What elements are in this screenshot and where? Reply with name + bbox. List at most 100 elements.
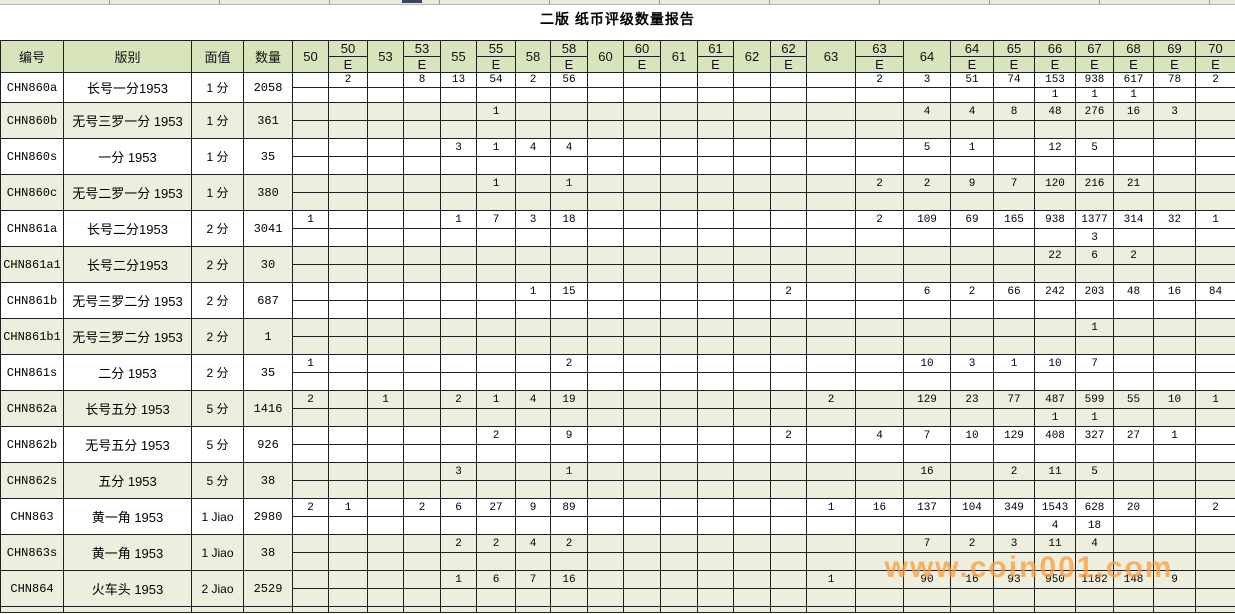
grade-subcell [550, 120, 588, 139]
grade-cell: 15 [550, 282, 588, 301]
code-cell: CHN860b [0, 102, 64, 139]
grade-subcell [993, 264, 1035, 283]
grade-cell: 78 [1153, 72, 1196, 88]
grade-subcell [903, 552, 951, 571]
grade-subcell [1195, 192, 1235, 211]
grade-cell [733, 426, 771, 445]
grade-cell: 16 [950, 570, 994, 589]
grade-cell [403, 570, 441, 589]
grade-cell: 2 [855, 72, 904, 88]
table-subrow-CHN860s [1, 156, 1235, 175]
qty-cell: 35 [243, 354, 293, 391]
grade-subcell [1034, 264, 1076, 283]
grade-cell: 148 [1113, 570, 1154, 589]
grade-cell: 18 [550, 210, 588, 229]
grade-subcell [697, 372, 734, 391]
grade-subcell [440, 87, 477, 103]
qty-cell: 2058 [243, 72, 293, 103]
grade-cell: 2 [440, 390, 477, 409]
grade-subcell [1034, 156, 1076, 175]
grade-subcell [697, 228, 734, 247]
grade-subcell [550, 444, 588, 463]
grade-cell: 5 [1075, 138, 1114, 157]
grade-cell [403, 174, 441, 193]
grade-subcell [623, 588, 661, 607]
grade-subcell [950, 444, 994, 463]
table-subrow-CHN863s [1, 552, 1235, 571]
grade-cell: 10 [1034, 354, 1076, 373]
cutoff-cell [587, 606, 624, 613]
grade-subcell [1075, 480, 1114, 499]
grade-subcell [855, 408, 904, 427]
table-subrow-CHN862b [1, 444, 1235, 463]
grade-cell [1195, 318, 1235, 337]
grade-cell [587, 462, 624, 481]
grade-subcell [550, 228, 588, 247]
grade-subcell [660, 87, 698, 103]
grade-cell [733, 72, 771, 88]
grade-cell: 349 [993, 498, 1035, 517]
grade-cell [1195, 246, 1235, 265]
table-row-CHN860a: CHN860a 长号一分1953 1 分 2058 2 8 13 54 2 56 2 3 51 74 153… [0, 72, 1235, 103]
grade-subcell [292, 516, 329, 535]
grade-subcell [1195, 444, 1235, 463]
grade-subcell: 1 [1034, 408, 1076, 427]
grade-subcell [697, 192, 734, 211]
grade-cell: 408 [1034, 426, 1076, 445]
grade-subcell [1075, 444, 1114, 463]
grade-cell [770, 246, 807, 265]
grade-subcell [1195, 588, 1235, 607]
grade-subcell [806, 588, 856, 607]
variety-cell: 无号二罗一分 1953 [63, 174, 192, 211]
grade-cell [623, 390, 661, 409]
grade-subcell [806, 336, 856, 355]
grade-cell [367, 102, 404, 121]
grade-subcell [476, 372, 516, 391]
grade-header-61: 61 [660, 40, 698, 73]
grade-subcell [855, 156, 904, 175]
grade-subcell [855, 120, 904, 139]
grade-subcell [697, 336, 734, 355]
grade-subcell [476, 444, 516, 463]
grade-subcell [903, 87, 951, 103]
grade-subcell [770, 588, 807, 607]
grade-cell: 9 [515, 498, 551, 517]
grade-subcell [440, 300, 477, 319]
table-subrow-CHN864 [1, 588, 1235, 607]
grade-cell [770, 318, 807, 337]
grade-cell: 1 [550, 174, 588, 193]
grade-cell [292, 426, 329, 445]
grade-cell: 3 [515, 210, 551, 229]
grade-cell [660, 390, 698, 409]
grade-cell: 22 [1034, 246, 1076, 265]
grade-cell: 7 [903, 534, 951, 553]
grade-cell [950, 246, 994, 265]
grade-subcell [903, 228, 951, 247]
grade-cell [367, 570, 404, 589]
grade-cell [697, 102, 734, 121]
cutoff-cell [440, 606, 477, 613]
grade-subcell [733, 516, 771, 535]
grade-subcell [367, 120, 404, 139]
grade-subcell [328, 516, 368, 535]
grade-subcell [623, 480, 661, 499]
grade-cell [993, 246, 1035, 265]
grade-subcell [623, 516, 661, 535]
variety-cell: 无号三罗一分 1953 [63, 102, 192, 139]
grade-subcell [328, 588, 368, 607]
grade-cell: 1 [1153, 426, 1196, 445]
grade-cell: 9 [550, 426, 588, 445]
grade-subcell [440, 228, 477, 247]
grade-subcell [660, 264, 698, 283]
grade-cell: 7 [476, 210, 516, 229]
grade-subcell [993, 120, 1035, 139]
cutoff-cell [660, 606, 698, 613]
grade-subcell [1113, 120, 1154, 139]
grade-header-64: 64 [903, 40, 951, 73]
grade-subcell [623, 228, 661, 247]
grade-subcell [806, 444, 856, 463]
grade-header-68E: 68 E [1113, 40, 1154, 73]
grade-subcell [440, 408, 477, 427]
grade-cell: 4 [515, 390, 551, 409]
grade-subcell [697, 408, 734, 427]
